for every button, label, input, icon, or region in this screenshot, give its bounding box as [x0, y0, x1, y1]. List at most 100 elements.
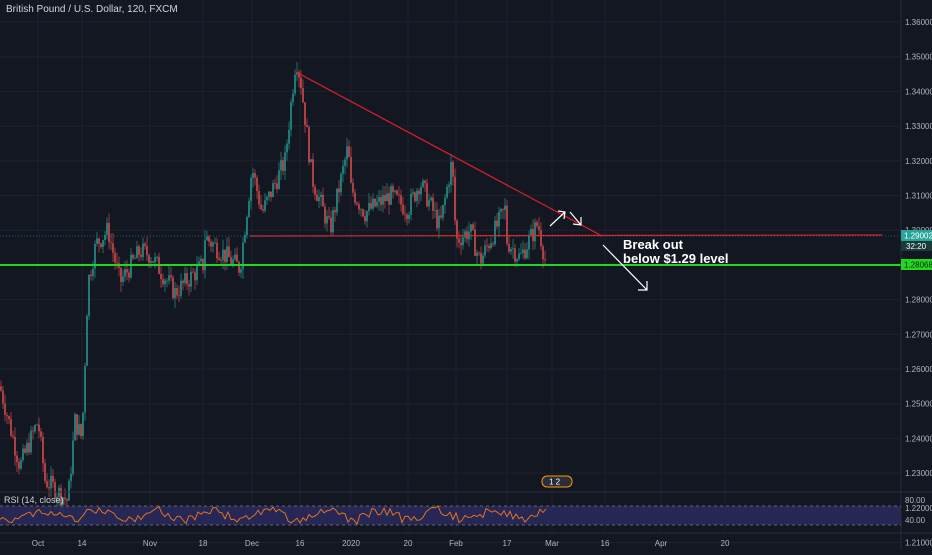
candle-body: [310, 159, 312, 163]
candle-body: [50, 475, 52, 489]
candle-body: [438, 215, 440, 229]
candle-body: [530, 228, 532, 236]
time-axis[interactable]: Oct 14 Nov 18 Dec 16 2020 20 Feb 17 Mar 16 Apr 20: [0, 532, 932, 548]
candle-body: [358, 204, 360, 210]
candle-body: [200, 258, 202, 262]
price-tick-label: 1.26000: [905, 365, 932, 374]
candle-body: [166, 280, 168, 282]
candle-body: [106, 222, 108, 235]
candle-body: [194, 272, 196, 281]
candle-body: [146, 245, 148, 256]
candle-body: [404, 213, 406, 215]
price-axis[interactable]: 1.36000 1.35000 1.34000 1.33000 1.32000 1.310…: [900, 0, 932, 550]
rsi-band: [0, 506, 901, 525]
candle-body: [316, 194, 318, 202]
candle-body: [180, 280, 182, 296]
candle-body: [144, 243, 146, 246]
candle-body: [152, 261, 154, 263]
candle-body: [188, 284, 190, 287]
breakout-annotation[interactable]: Break out below $1.29 level: [623, 238, 729, 266]
candle-body: [28, 442, 30, 453]
drawings: [0, 71, 901, 291]
candle-body: [312, 159, 314, 187]
candle-body: [498, 211, 500, 227]
candle-body: [280, 160, 282, 171]
candle-body: [390, 186, 392, 205]
candle-body: [450, 161, 452, 185]
candle-body: [308, 127, 310, 163]
candle-body: [446, 186, 448, 198]
candle-body: [86, 315, 88, 366]
candle-body: [72, 440, 74, 474]
candle-body: [94, 243, 96, 269]
candle-body: [364, 216, 366, 222]
candle-body: [2, 390, 4, 404]
rsi-level-40: 40.00: [905, 516, 926, 525]
horizontal-support-line[interactable]: [249, 234, 883, 237]
candle-body: [464, 231, 466, 238]
candle-body: [342, 165, 344, 174]
candle-body: [138, 246, 140, 255]
time-tick-label: 16: [296, 539, 305, 548]
candle-body: [328, 216, 330, 218]
candle-body: [8, 416, 10, 419]
candle-body: [518, 253, 520, 260]
candle-body: [400, 195, 402, 205]
candle-body: [98, 238, 100, 244]
candle-body: [136, 246, 138, 259]
candle-body: [276, 183, 278, 189]
candle-body: [230, 257, 232, 265]
candle-body: [290, 102, 292, 130]
candle-body: [134, 258, 136, 260]
candle-body: [172, 277, 174, 299]
candle-body: [282, 160, 284, 171]
candle-body: [482, 255, 484, 264]
candlestick-series: [0, 62, 546, 516]
candle-body: [222, 249, 224, 260]
candle-body: [306, 125, 308, 128]
candle-body: [208, 236, 210, 242]
svg-text:32:20: 32:20: [906, 242, 927, 251]
candle-body: [52, 475, 54, 483]
candle-body: [388, 193, 390, 205]
descending-trendline[interactable]: [295, 71, 603, 237]
candle-body: [544, 259, 546, 261]
candle-body: [418, 190, 420, 195]
candle-body: [216, 242, 218, 259]
candle-body: [326, 216, 328, 224]
candle-body: [366, 211, 368, 222]
candle-body: [88, 274, 90, 316]
candle-body: [92, 268, 94, 277]
candle-body: [486, 245, 488, 247]
candle-body: [520, 253, 522, 254]
candle-body: [330, 217, 332, 233]
candle-body: [124, 269, 126, 277]
candle-body: [132, 254, 134, 259]
candle-body: [484, 245, 486, 256]
event-badge[interactable]: 1 2: [541, 475, 573, 488]
candle-body: [268, 191, 270, 197]
candle-body: [320, 194, 322, 198]
rsi-indicator-title[interactable]: RSI (14, close): [4, 495, 64, 505]
candle-body: [324, 206, 326, 224]
candle-body: [16, 455, 18, 463]
candle-body: [534, 222, 536, 242]
symbol-title[interactable]: British Pound / U.S. Dollar, 120, FXCM: [6, 4, 178, 15]
candle-body: [164, 280, 166, 285]
time-tick-label: Dec: [245, 539, 259, 548]
candle-body: [434, 209, 436, 211]
price-tick-label: 1.27000: [905, 330, 932, 339]
candle-body: [126, 269, 128, 273]
candle-body: [20, 460, 22, 469]
time-tick-label: 20: [404, 539, 413, 548]
candle-body: [148, 255, 150, 263]
arrow-down-icon: [569, 211, 582, 226]
candle-body: [512, 248, 514, 250]
candle-body: [408, 214, 410, 219]
candle-body: [494, 220, 496, 245]
candle-body: [96, 238, 98, 244]
candle-body: [238, 261, 240, 273]
candle-body: [80, 424, 82, 437]
